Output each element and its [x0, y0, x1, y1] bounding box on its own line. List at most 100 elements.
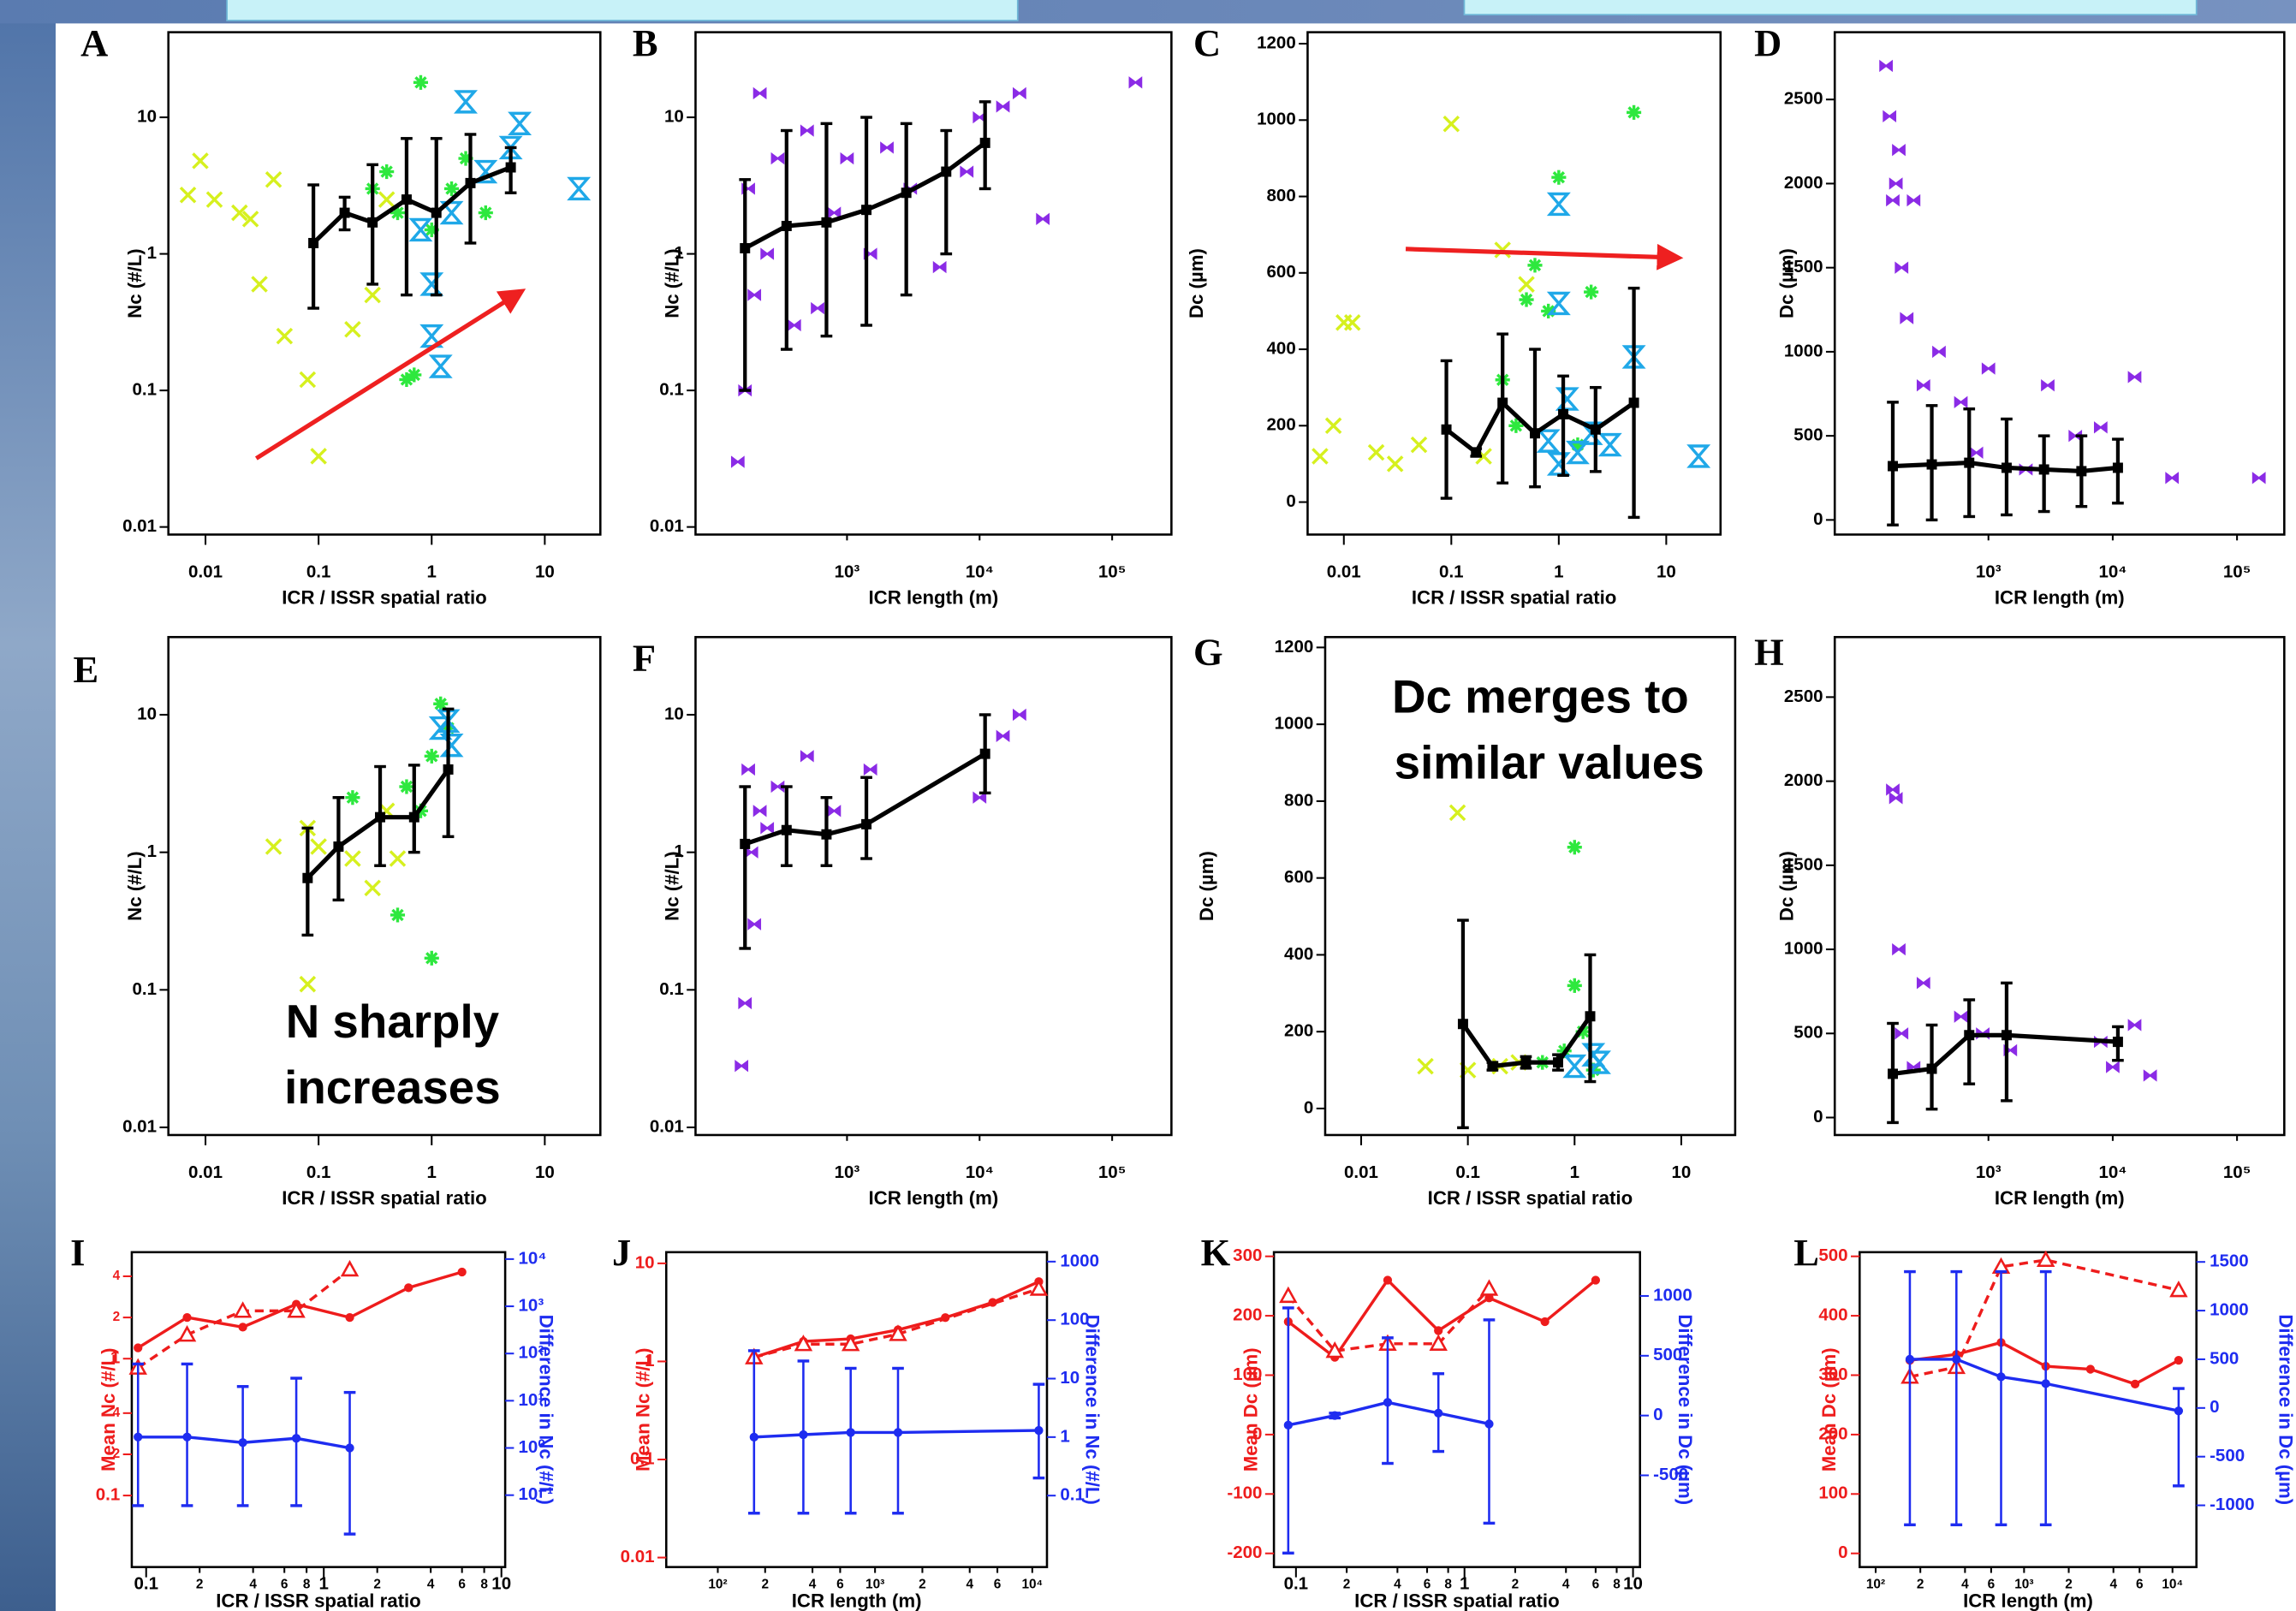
- marker-shape: [1029, 1279, 1049, 1296]
- marker-shape: [1926, 1063, 1937, 1074]
- y-tick-label: 0.01: [650, 516, 684, 536]
- marker-shape: [1964, 1030, 1975, 1041]
- data-point: [1565, 440, 1590, 465]
- marker-shape: [861, 205, 872, 216]
- y-tick-label: 0: [1304, 1097, 1313, 1117]
- plot-frame: [1859, 1251, 2198, 1568]
- x-tick-label: 10²: [1866, 1577, 1885, 1591]
- marker-shape: [182, 1432, 192, 1442]
- data-point: [177, 1325, 197, 1342]
- y2-tick-label: 10⁰: [519, 1437, 546, 1457]
- marker-shape: [428, 354, 453, 378]
- y-tick-label: 0.01: [621, 1547, 655, 1566]
- marker-shape: [1434, 1408, 1443, 1418]
- marker-shape: [752, 86, 767, 100]
- y-tick-label: 1200: [1257, 33, 1296, 52]
- data-point: [1484, 1419, 1494, 1429]
- data-point: [465, 177, 476, 188]
- data-point: [1034, 1425, 1044, 1436]
- y-tick-label: 500: [1793, 1023, 1823, 1043]
- data-point: [265, 838, 283, 855]
- x-tick-label: 2: [1917, 1577, 1924, 1591]
- data-point: [1487, 1061, 1498, 1072]
- data-point: [1591, 1275, 1601, 1285]
- data-point: [428, 354, 453, 378]
- y-tick-label: 200: [1284, 1021, 1313, 1041]
- marker-shape: [2093, 421, 2108, 434]
- marker-stroke: [1343, 314, 1361, 331]
- data-point: [2127, 371, 2142, 383]
- data-point: [367, 217, 378, 228]
- marker-stroke: [1475, 448, 1492, 465]
- data-point: [1279, 1286, 1298, 1304]
- data-point: [821, 829, 832, 840]
- marker-shape: [1597, 432, 1622, 457]
- data-point: [1996, 1372, 2006, 1382]
- data-point: [1036, 212, 1050, 226]
- marker-shape: [1892, 143, 1906, 157]
- x-tick-label: 10³: [2014, 1577, 2033, 1591]
- panel-letter: D: [1754, 21, 1781, 64]
- data-point: [752, 86, 767, 100]
- marker-shape: [1879, 59, 1893, 73]
- data-point: [861, 818, 872, 829]
- data-point: [740, 838, 751, 849]
- marker-shape: [177, 1325, 197, 1342]
- marker-shape: [1591, 1275, 1601, 1285]
- marker-shape: [431, 207, 442, 218]
- marker-stroke: [1542, 305, 1555, 318]
- y2-tick-label: 10²: [519, 1343, 544, 1363]
- marker-shape: [740, 838, 751, 849]
- marker-shape: [567, 176, 592, 201]
- marker-shape: [1888, 1068, 1898, 1079]
- x-tick-label: 2: [2065, 1577, 2073, 1591]
- marker-shape: [893, 1428, 903, 1437]
- x-tick-label: 6: [2136, 1577, 2144, 1591]
- y-tick-label: -200: [1227, 1543, 1262, 1562]
- data-point: [1325, 1341, 1344, 1358]
- marker-shape: [2169, 1280, 2188, 1298]
- data-point: [787, 318, 801, 332]
- header-box: [1463, 0, 2198, 15]
- marker-shape: [1484, 1419, 1494, 1429]
- data-point: [389, 850, 407, 867]
- y-tick-label: 1: [147, 243, 157, 263]
- data-point: [747, 288, 762, 301]
- marker-shape: [443, 764, 454, 775]
- x-tick-label: 1: [427, 1162, 437, 1182]
- data-point: [379, 163, 395, 180]
- data-point: [2106, 1061, 2120, 1073]
- data-point: [310, 448, 327, 465]
- data-point: [404, 1283, 413, 1293]
- marker-shape: [2165, 472, 2180, 484]
- marker-shape: [339, 207, 350, 218]
- marker-shape: [1540, 1317, 1550, 1327]
- marker-shape: [1283, 1420, 1293, 1430]
- y2-tick-label: 100: [1060, 1310, 1089, 1329]
- y2-tick-label: -1000: [2210, 1495, 2254, 1514]
- series-line: [1909, 1258, 2180, 1379]
- x-tick-label: 0.1: [306, 1162, 331, 1182]
- marker-stroke: [425, 750, 438, 763]
- marker-shape: [996, 100, 1010, 113]
- y2-tick-label: 0: [2210, 1397, 2219, 1417]
- marker-shape: [747, 918, 762, 930]
- data-point: [841, 1335, 860, 1352]
- marker-shape: [1471, 447, 1482, 458]
- x-tick-label: 4: [809, 1577, 817, 1591]
- data-point: [1886, 193, 1900, 207]
- x-axis-label: ICR / ISSR spatial ratio: [282, 587, 486, 609]
- data-point: [889, 1324, 907, 1341]
- marker-stroke: [1627, 106, 1640, 119]
- marker-shape: [735, 1059, 749, 1073]
- data-point: [1954, 1010, 1968, 1023]
- marker-shape: [134, 1343, 143, 1352]
- marker-stroke: [265, 171, 283, 188]
- data-point: [781, 221, 792, 232]
- y-tick-label: 200: [1818, 1424, 1847, 1443]
- marker-shape: [1686, 444, 1711, 468]
- marker-shape: [340, 1259, 360, 1277]
- panel-letter: H: [1754, 631, 1784, 674]
- data-point: [1981, 362, 1996, 375]
- y-tick-label: 0.1: [96, 1485, 121, 1505]
